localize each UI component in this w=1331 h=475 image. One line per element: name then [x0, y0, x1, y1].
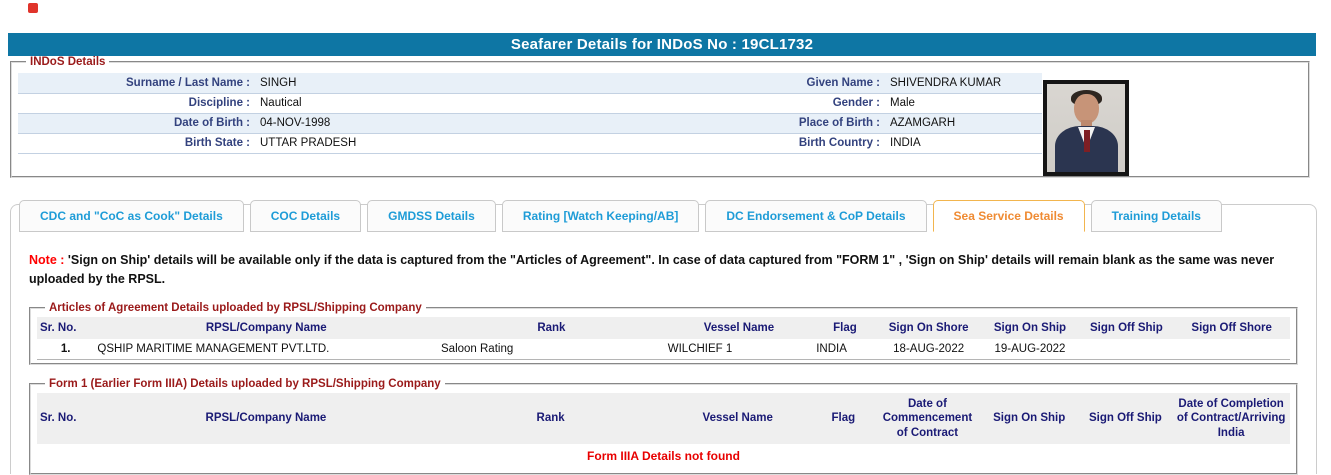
tab-dc-endorsement-cop-details[interactable]: DC Endorsement & CoP Details: [705, 200, 926, 232]
indos-row: Birth State : UTTAR PRADESH Birth Countr…: [18, 133, 1042, 153]
field-value-gender: Male: [880, 93, 1042, 113]
cell-sign-off-ship: [1079, 339, 1173, 360]
field-value-date-of-birth: 04-NOV-1998: [250, 113, 668, 133]
sea-service-tab-content: Note : 'Sign on Ship' details will be av…: [11, 245, 1316, 475]
indos-details-table: Surname / Last Name : SINGH Given Name :…: [18, 73, 1042, 154]
cell-company: QSHIP MARITIME MANAGEMENT PVT.LTD.: [94, 339, 438, 360]
column-header-sign-on-shore: Sign On Shore: [877, 317, 981, 339]
seafarer-photo: [1043, 80, 1129, 176]
cell-sign-on-shore: 18-AUG-2022: [877, 339, 981, 360]
tab-content-panel: CDC and "CoC as Cook" Details COC Detail…: [10, 204, 1317, 474]
tab-strip: CDC and "CoC as Cook" Details COC Detail…: [19, 200, 1222, 232]
field-label-date-of-birth: Date of Birth :: [18, 113, 250, 133]
form1-empty-message: Form IIIA Details not found: [37, 444, 1290, 470]
column-header-flag: Flag: [813, 317, 877, 339]
articles-of-agreement-table: Sr. No. RPSL/Company Name Rank Vessel Na…: [37, 317, 1290, 360]
column-header-company: RPSL/Company Name: [94, 317, 438, 339]
field-value-discipline: Nautical: [250, 93, 668, 113]
note-body: 'Sign on Ship' details will be available…: [29, 253, 1274, 286]
column-header-vessel: Vessel Name: [665, 317, 813, 339]
form1-header-row: Sr. No. RPSL/Company Name Rank Vessel Na…: [37, 393, 1290, 444]
indos-row: Discipline : Nautical Gender : Male: [18, 93, 1042, 113]
cell-rank: Saloon Rating: [438, 339, 665, 360]
field-label-birth-country: Birth Country :: [668, 133, 880, 153]
form1-fieldset: Form 1 (Earlier Form IIIA) Details uploa…: [29, 378, 1298, 475]
column-header-date-of-commencement: Date of Commencement of Contract: [875, 393, 980, 444]
field-value-birth-state: UTTAR PRADESH: [250, 133, 668, 153]
tab-gmdss-details[interactable]: GMDSS Details: [367, 200, 496, 232]
articles-header-row: Sr. No. RPSL/Company Name Rank Vessel Na…: [37, 317, 1290, 339]
indos-row: Surname / Last Name : SINGH Given Name :…: [18, 73, 1042, 93]
column-header-vessel: Vessel Name: [664, 393, 812, 444]
indos-row: Date of Birth : 04-NOV-1998 Place of Bir…: [18, 113, 1042, 133]
column-header-sign-off-ship: Sign Off Ship: [1079, 393, 1173, 444]
column-header-sign-on-ship: Sign On Ship: [980, 393, 1079, 444]
note-text: Note : 'Sign on Ship' details will be av…: [11, 245, 1316, 289]
tab-training-details[interactable]: Training Details: [1091, 200, 1222, 232]
form1-table: Sr. No. RPSL/Company Name Rank Vessel Na…: [37, 393, 1290, 444]
field-label-given-name: Given Name :: [668, 73, 880, 93]
field-label-surname: Surname / Last Name :: [18, 73, 250, 93]
page-title: Seafarer Details for INDoS No : 19CL1732: [511, 36, 813, 53]
column-header-rank: Rank: [437, 393, 663, 444]
articles-of-agreement-legend: Articles of Agreement Details uploaded b…: [45, 302, 426, 314]
page-title-bar: Seafarer Details for INDoS No : 19CL1732: [8, 33, 1316, 56]
field-label-discipline: Discipline :: [18, 93, 250, 113]
cell-vessel: WILCHIEF 1: [665, 339, 813, 360]
column-header-sign-off-shore: Sign Off Shore: [1173, 317, 1290, 339]
cell-sign-off-shore: [1173, 339, 1290, 360]
column-header-flag: Flag: [812, 393, 875, 444]
column-header-sign-on-ship: Sign On Ship: [981, 317, 1080, 339]
field-label-birth-state: Birth State :: [18, 133, 250, 153]
column-header-sign-off-ship: Sign Off Ship: [1079, 317, 1173, 339]
articles-of-agreement-fieldset: Articles of Agreement Details uploaded b…: [29, 302, 1298, 365]
column-header-sr-no: Sr. No.: [37, 317, 94, 339]
field-value-given-name: SHIVENDRA KUMAR: [880, 73, 1042, 93]
table-row: 1. QSHIP MARITIME MANAGEMENT PVT.LTD. Sa…: [37, 339, 1290, 360]
cell-sign-on-ship: 19-AUG-2022: [981, 339, 1080, 360]
field-value-surname: SINGH: [250, 73, 668, 93]
tab-sea-service-details[interactable]: Sea Service Details: [933, 200, 1085, 232]
tab-rating-watch-keeping-ab[interactable]: Rating [Watch Keeping/AB]: [502, 200, 700, 232]
field-label-place-of-birth: Place of Birth :: [668, 113, 880, 133]
tab-cdc-coc-as-cook-details[interactable]: CDC and "CoC as Cook" Details: [19, 200, 244, 232]
photo-tie: [1084, 130, 1090, 152]
form1-legend: Form 1 (Earlier Form IIIA) Details uploa…: [45, 378, 445, 390]
column-header-company: RPSL/Company Name: [94, 393, 437, 444]
column-header-sr-no: Sr. No.: [37, 393, 94, 444]
column-header-date-of-completion: Date of Completion of Contract/Arriving …: [1172, 393, 1290, 444]
field-value-place-of-birth: AZAMGARH: [880, 113, 1042, 133]
column-header-rank: Rank: [438, 317, 665, 339]
indos-details-legend: INDoS Details: [26, 56, 109, 68]
field-label-gender: Gender :: [668, 93, 880, 113]
cell-flag: INDIA: [813, 339, 877, 360]
note-prefix: Note :: [29, 253, 64, 267]
indos-details-fieldset: INDoS Details Surname / Last Name : SING…: [10, 56, 1310, 178]
cell-sr-no: 1.: [37, 339, 94, 360]
tab-coc-details[interactable]: COC Details: [250, 200, 361, 232]
page-marker-icon: [28, 3, 38, 13]
field-value-birth-country: INDIA: [880, 133, 1042, 153]
